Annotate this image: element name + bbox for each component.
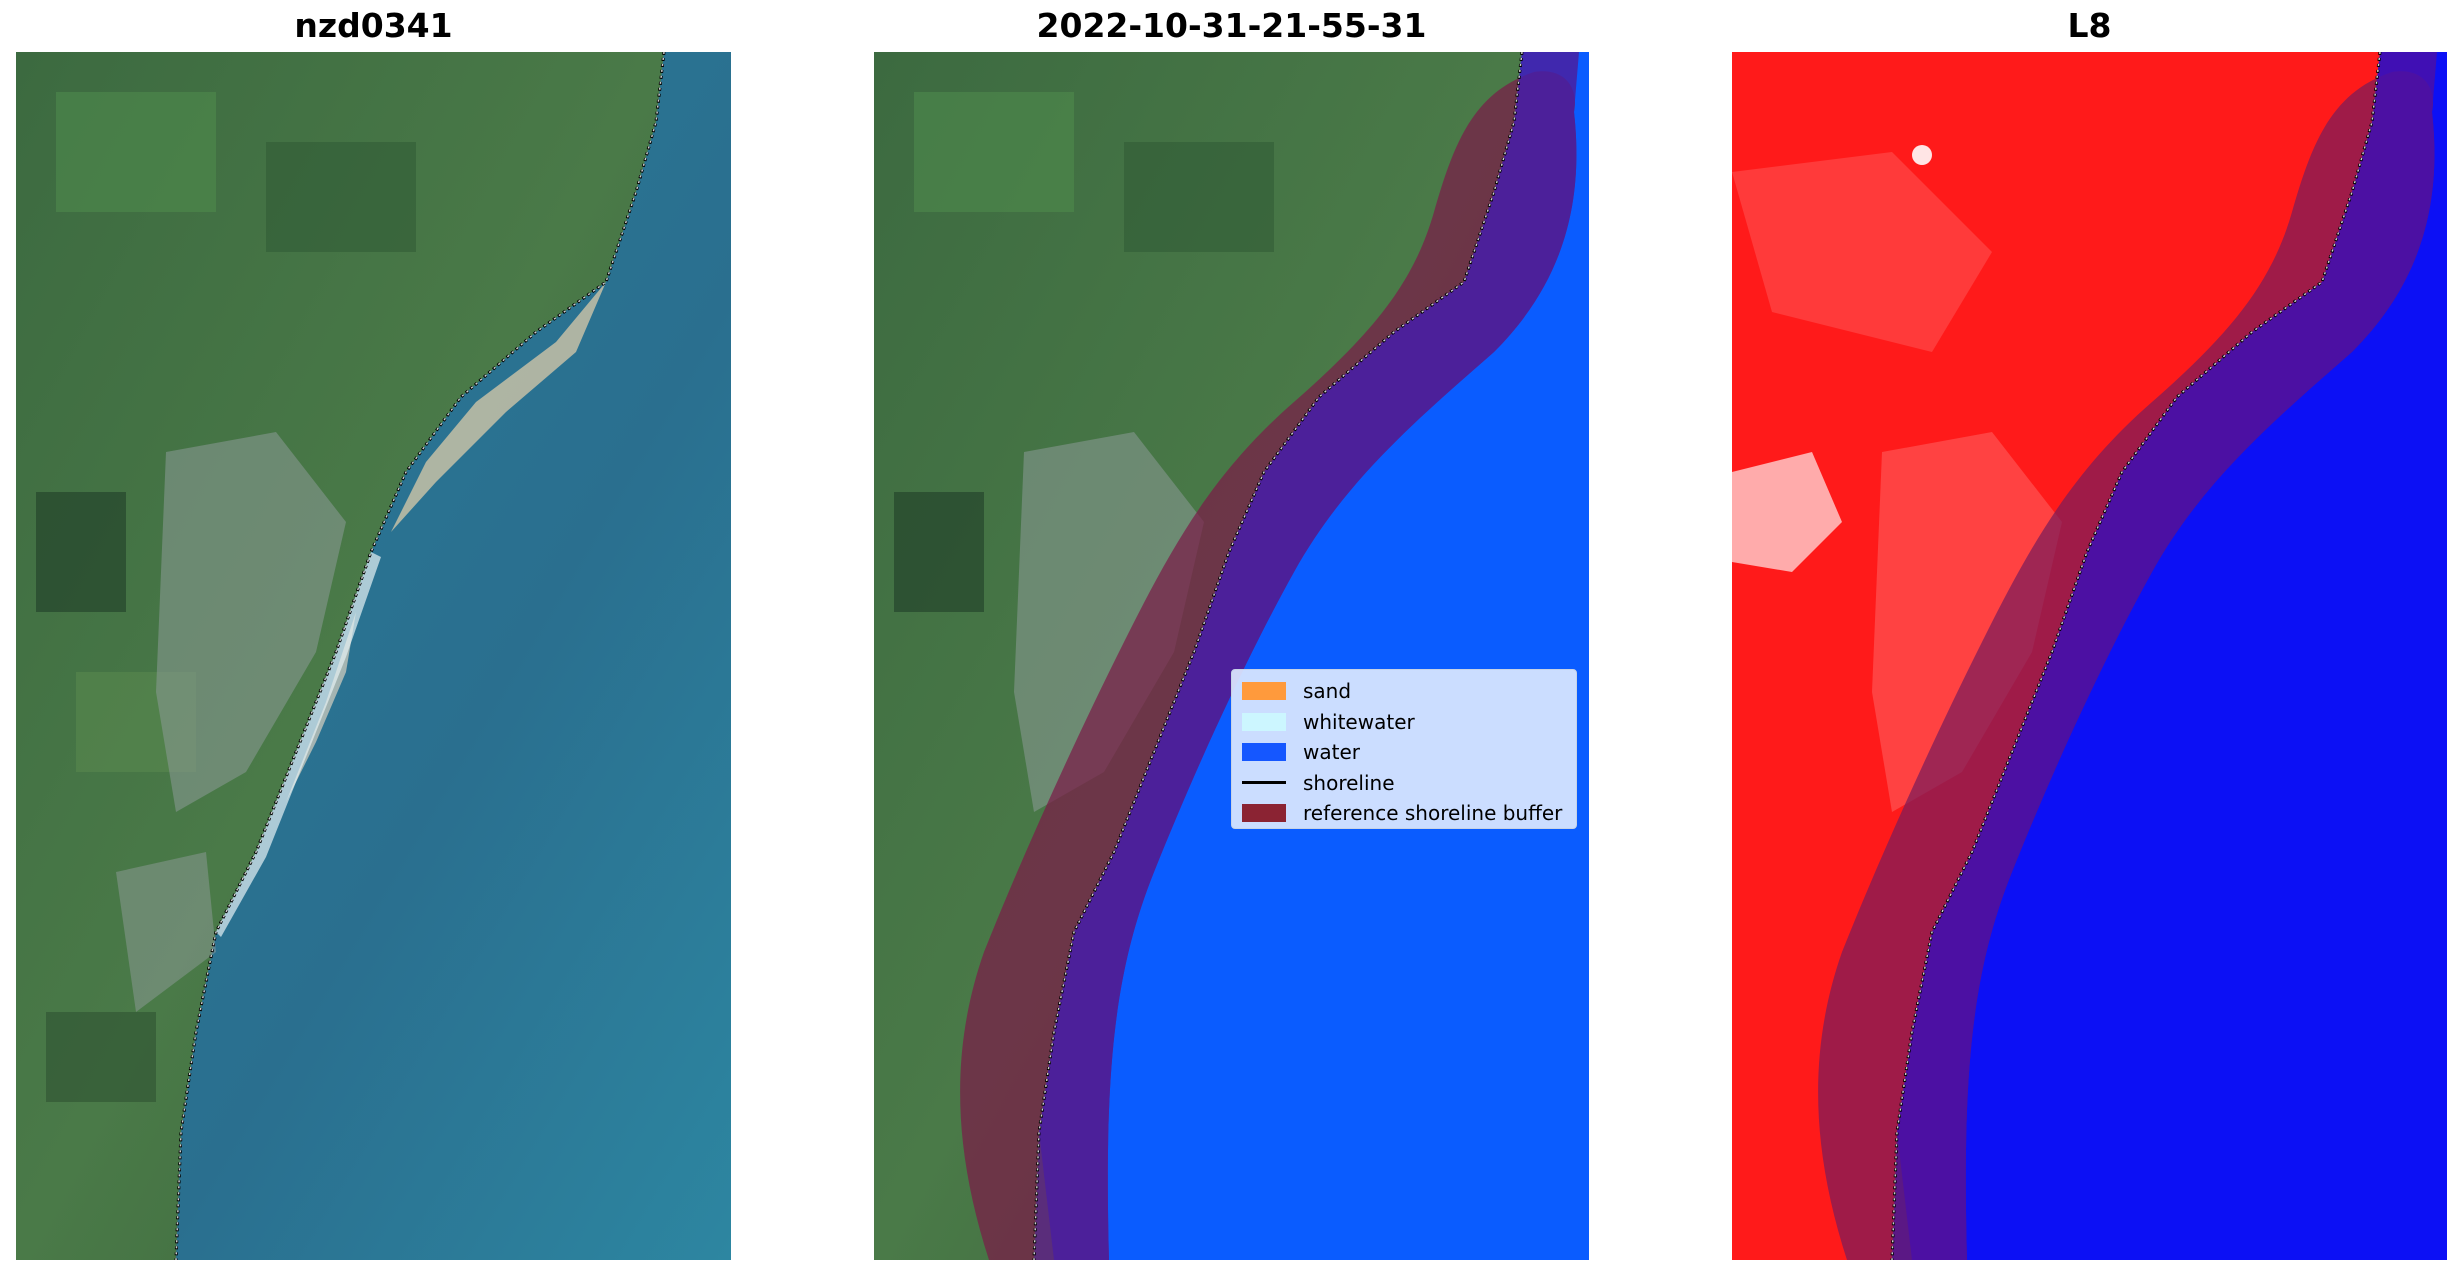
classification-overlay [874,52,1589,1260]
legend-swatch-reference-buffer [1242,804,1286,823]
rgb-satellite-image [16,52,731,1260]
legend-item-shoreline: shoreline [1242,768,1566,799]
legend-label-shoreline: shoreline [1303,770,1395,795]
legend-label-whitewater: whitewater [1303,709,1415,734]
legend-item-sand: sand [1242,676,1566,707]
legend-item-reference-buffer: reference shoreline buffer [1242,798,1566,829]
panel-title-index: L8 [2067,6,2112,45]
legend-item-whitewater: whitewater [1242,707,1566,738]
legend-swatch-shoreline [1242,781,1286,785]
legend: sand whitewater water shoreline referenc… [1231,669,1577,829]
legend-label-water: water [1303,740,1360,765]
legend-swatch-sand [1242,682,1286,701]
legend-label-reference-buffer: reference shoreline buffer [1303,801,1563,826]
legend-item-water: water [1242,737,1566,768]
index-image-panel [1732,52,2447,1260]
rgb-image-panel [16,52,731,1260]
panel-title-classified: 2022-10-31-21-55-31 [1036,6,1427,45]
classified-image-panel [874,52,1589,1260]
legend-swatch-water [1242,743,1286,762]
legend-label-sand: sand [1303,679,1352,704]
index-heatmap [1732,52,2447,1260]
legend-swatch-whitewater [1242,712,1286,731]
panel-title-rgb: nzd0341 [294,6,453,45]
